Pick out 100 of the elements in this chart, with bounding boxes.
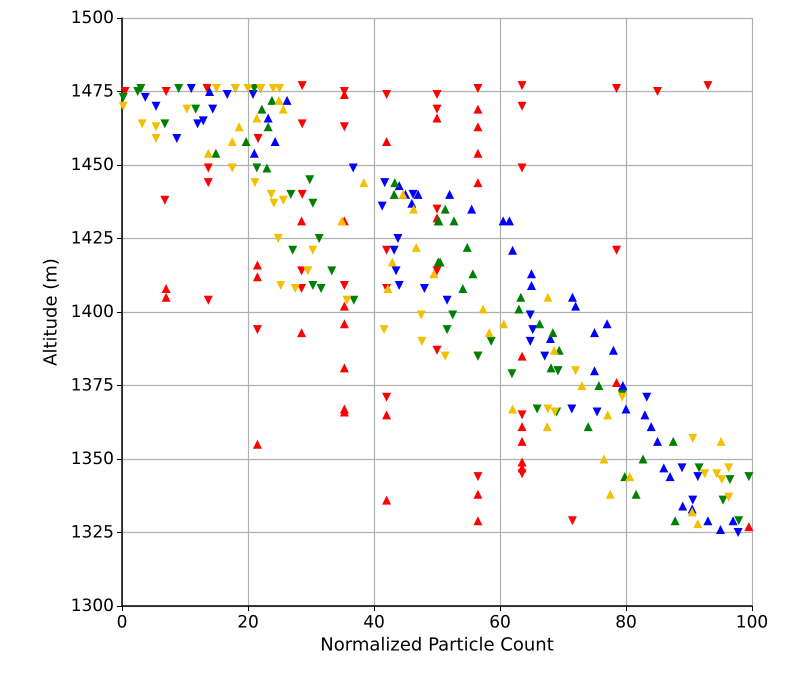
- point: [625, 472, 634, 482]
- point: [432, 90, 442, 99]
- point: [398, 190, 408, 199]
- point: [568, 292, 577, 302]
- point: [571, 302, 580, 311]
- point: [526, 310, 535, 320]
- x-axis-title: Normalized Particle Count: [320, 634, 554, 656]
- y-tick-label: 1375: [70, 376, 114, 396]
- point: [250, 148, 259, 158]
- point: [382, 136, 392, 146]
- point: [252, 113, 262, 122]
- point: [276, 281, 286, 290]
- point: [567, 404, 576, 414]
- point: [440, 204, 450, 214]
- point: [305, 175, 314, 184]
- y-axis-title: Altitude (m): [40, 258, 62, 366]
- point: [290, 284, 300, 293]
- point: [275, 84, 284, 94]
- point: [327, 266, 336, 276]
- point: [193, 119, 202, 128]
- point: [266, 190, 276, 199]
- point: [646, 422, 656, 432]
- point: [688, 434, 698, 443]
- point: [618, 381, 628, 390]
- point: [204, 163, 213, 172]
- point: [382, 392, 392, 402]
- point: [734, 516, 744, 526]
- point: [532, 404, 542, 414]
- point: [297, 328, 306, 338]
- point: [473, 84, 482, 94]
- point: [703, 81, 712, 90]
- point: [700, 469, 710, 478]
- point: [518, 81, 527, 90]
- point: [250, 178, 260, 188]
- point: [242, 136, 251, 146]
- point: [394, 281, 404, 290]
- point: [550, 346, 559, 355]
- point: [584, 422, 593, 432]
- point: [174, 84, 184, 94]
- point: [612, 378, 622, 388]
- point: [152, 134, 161, 144]
- point: [282, 96, 292, 105]
- point: [678, 463, 687, 472]
- point: [298, 190, 307, 199]
- point: [473, 516, 482, 526]
- point: [448, 310, 458, 320]
- point: [688, 496, 698, 505]
- point: [416, 310, 426, 320]
- point: [208, 104, 218, 114]
- point: [548, 328, 558, 338]
- point: [508, 246, 518, 255]
- point: [316, 284, 326, 293]
- point: [392, 266, 401, 276]
- point: [473, 122, 482, 132]
- y-tick-label: 1475: [70, 82, 114, 102]
- point: [527, 269, 536, 278]
- point: [182, 104, 192, 114]
- point: [278, 104, 288, 114]
- point: [118, 92, 128, 102]
- point: [527, 281, 536, 290]
- point: [728, 516, 738, 526]
- point: [234, 122, 244, 132]
- point: [186, 84, 196, 94]
- y-tick-label: 1300: [70, 596, 114, 616]
- point: [228, 163, 237, 172]
- point: [390, 178, 400, 188]
- point: [264, 113, 273, 122]
- point: [308, 246, 318, 255]
- point: [594, 381, 604, 390]
- point: [473, 148, 482, 158]
- point: [152, 122, 161, 132]
- point: [744, 472, 754, 482]
- point: [504, 216, 514, 226]
- point: [382, 90, 392, 99]
- point: [417, 336, 426, 346]
- point: [440, 352, 450, 361]
- point: [526, 336, 535, 346]
- point: [252, 272, 262, 282]
- point: [659, 463, 668, 472]
- point: [382, 496, 392, 505]
- y-tick-label: 1500: [70, 8, 114, 28]
- point: [508, 404, 518, 414]
- point: [632, 490, 641, 499]
- point: [286, 190, 296, 199]
- point: [499, 319, 508, 328]
- point: [744, 522, 754, 532]
- point: [442, 325, 452, 334]
- point: [543, 404, 552, 414]
- point: [571, 366, 580, 376]
- point: [535, 319, 544, 328]
- point: [666, 472, 675, 482]
- point: [458, 284, 468, 293]
- point: [252, 325, 262, 334]
- point: [269, 198, 278, 208]
- point: [606, 490, 615, 499]
- y-tick-label: 1400: [70, 302, 114, 322]
- point: [724, 463, 734, 472]
- point: [162, 284, 171, 293]
- point: [712, 469, 722, 478]
- point: [603, 410, 612, 420]
